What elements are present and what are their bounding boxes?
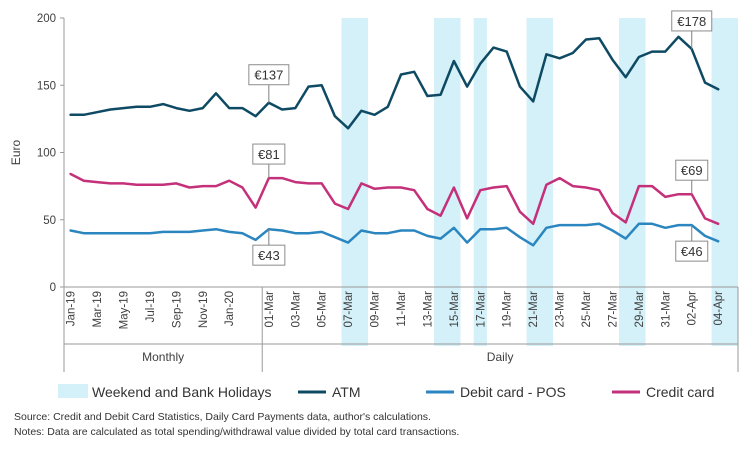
weekend-band [526,18,553,346]
x-tick-label: Nov-19 [198,291,210,328]
source-note: Source: Credit and Debit Card Statistics… [14,411,431,423]
x-group-label: Monthly [142,350,184,364]
callout-box [248,64,290,86]
data-label: €81 [258,147,280,162]
callout-box [252,244,286,266]
data-label: €43 [258,248,280,263]
x-tick-label: 17-Mar [475,291,487,328]
legend-swatch-band [58,384,88,398]
x-tick-label: 21-Mar [528,291,540,328]
x-tick-label: 03-Mar [290,291,302,328]
notes-text: Notes: Data are calculated as total spen… [14,426,460,438]
legend-label: Weekend and Bank Holidays [92,384,272,400]
callout-box [675,159,709,181]
x-tick-label: 25-Mar [581,291,593,328]
x-group-label: Daily [487,350,514,364]
weekend-band [341,18,368,346]
annotation-group: €137 €178 €81 €69 €43 €46 [248,10,713,266]
callout-box [671,10,713,32]
legend-label: ATM [332,384,361,400]
x-tick-label: 09-Mar [370,291,382,328]
y-tick-label: 200 [37,13,56,25]
data-label: €46 [681,244,703,259]
series-group [69,35,720,247]
y-tick-label: 150 [37,80,56,92]
x-tick-label: Jan-20 [224,291,236,326]
x-tick-label: 07-Mar [343,291,355,328]
x-tick-label: 31-Mar [660,291,672,328]
data-label: €69 [681,163,703,178]
y-tick-label: 0 [50,282,56,294]
x-tick-label: 04-Apr [713,291,725,326]
x-tick-label: 13-Mar [422,291,434,328]
legend-label: Debit card - POS [460,384,566,400]
y-tick-label: 100 [37,148,56,160]
line-chart: 0 50 100 150 200 Euro Jan-19 Mar-19 May-19 Jul-19… [9,10,739,400]
weekend-band [711,18,738,346]
x-tick-label: 23-Mar [555,291,567,328]
weekend-band [473,18,487,346]
shaded-band-group [341,18,738,346]
callout-box [252,143,286,165]
series-line-2 [69,172,720,226]
x-tick-label: 02-Apr [687,291,699,326]
data-label: €137 [254,68,283,83]
y-axis-title: Euro [9,140,23,166]
x-tick-label: Mar-19 [92,291,104,327]
x-tick-label: 27-Mar [607,291,619,328]
x-tick-label: 05-Mar [317,291,329,328]
legend-label: Credit card [646,384,714,400]
series-line-1 [69,222,720,247]
x-tick-label: May-19 [118,291,130,329]
data-label: €178 [677,14,706,29]
callout-box [675,240,709,262]
x-tick-label: 15-Mar [449,291,461,328]
x-tick-label: Jan-19 [66,291,78,326]
series-line-0 [69,35,720,130]
axes: 0 50 100 150 200 Euro Jan-19 Mar-19 May-19 Jul-19… [9,13,739,372]
legend: Weekend and Bank Holidays ATM Debit card -… [58,384,714,400]
x-tick-label: 19-Mar [502,291,514,328]
x-tick-label: Jul-19 [145,291,157,322]
x-tick-label: 11-Mar [396,291,408,327]
x-tick-label: 29-Mar [634,291,646,328]
x-tick-label: Sep-19 [171,291,183,328]
weekend-band [434,18,461,346]
x-tick-label: 01-Mar [264,291,276,328]
y-tick-label: 50 [43,215,56,227]
